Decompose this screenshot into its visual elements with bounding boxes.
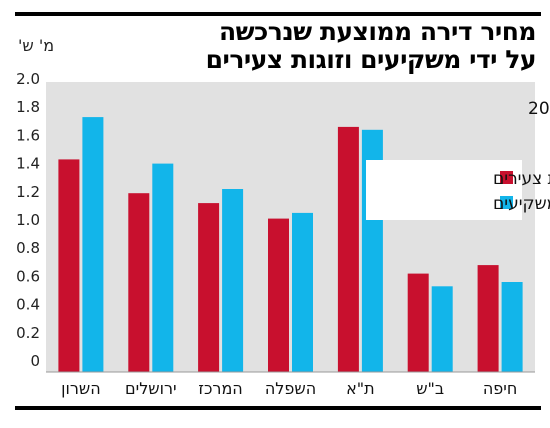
legend-swatch-investors [500,196,513,209]
y-tick-label: 1.6 [16,126,40,144]
title-line-2: על ידי משקיעים וזוגות צעירים [205,45,537,74]
bar-investors [152,163,174,372]
y-tick-label: 1.4 [16,155,40,173]
y-tick-label: 2.0 [16,70,40,88]
y-tick-label: 0.4 [16,296,40,314]
y-tick-label: 0.2 [16,324,40,342]
category-labels: השרון ירושלים המרכז השפלה ת"א ב"ש חיפה [61,379,517,398]
bar-young-couples [337,126,359,373]
bar-young-couples [198,203,220,372]
legend-label-young-couples: זוגות צעירים [493,169,550,189]
bar-investors [292,212,313,372]
bar-young-couples [58,159,80,372]
y-unit-label: מ' ש' [18,36,55,55]
bottom-rule [15,406,541,410]
bar-young-couples [268,218,289,372]
y-tick-label: 0 [30,352,40,370]
category-label: ת"א [346,379,375,398]
legend: זוגות צעירים משקיעים [366,160,550,220]
chart-subtitle: לפי אזורים, רבעון שני 2012 [528,99,550,119]
bar-investors [431,286,453,372]
category-label: חיפה [483,379,517,398]
bar-investors [82,117,104,372]
bar-young-couples [407,273,429,372]
legend-swatch-young-couples [500,171,513,184]
top-rule [15,12,541,16]
y-tick-label: 1.8 [16,98,40,116]
bar-young-couples [128,193,150,372]
chart-title: מחיר דירה ממוצעת שנרכשה על ידי משקיעים ו… [66,17,537,74]
y-tick-label: 1.2 [16,183,40,201]
legend-label-investors: משקיעים [493,194,550,214]
category-label: השרון [61,379,101,398]
bar-investors [501,282,523,372]
category-label: המרכז [198,379,242,398]
y-tick-label: 0.8 [16,239,40,257]
bar-young-couples [477,265,499,372]
category-label: השפלה [265,379,316,398]
bars [58,117,523,373]
y-tick-label: 0.6 [16,267,40,285]
legend-box [366,160,522,220]
bar-investors [222,189,244,372]
title-line-1: מחיר דירה ממוצעת שנרכשה [218,17,537,46]
y-tick-label: 1.0 [16,211,40,229]
y-axis-ticks: 0 0.2 0.4 0.6 0.8 1.0 1.2 1.4 1.6 1.8 2.0 [16,70,40,370]
plot-background [46,82,535,372]
category-label: ירושלים [125,379,177,398]
category-label: ב"ש [416,379,444,398]
